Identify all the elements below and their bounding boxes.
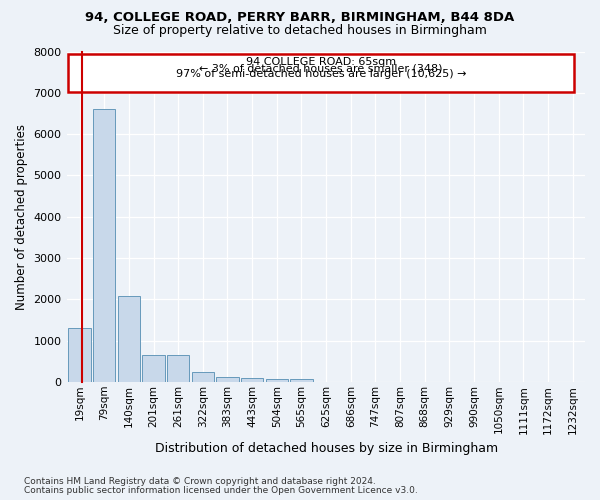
Bar	[266, 379, 288, 382]
Bar	[68, 328, 91, 382]
Bar	[118, 296, 140, 382]
X-axis label: Distribution of detached houses by size in Birmingham: Distribution of detached houses by size …	[155, 442, 497, 455]
Bar	[93, 110, 115, 382]
Bar	[142, 356, 164, 382]
Bar	[290, 379, 313, 382]
Text: 94, COLLEGE ROAD, PERRY BARR, BIRMINGHAM, B44 8DA: 94, COLLEGE ROAD, PERRY BARR, BIRMINGHAM…	[85, 11, 515, 24]
Text: ← 3% of detached houses are smaller (348): ← 3% of detached houses are smaller (348…	[199, 63, 443, 73]
Text: Contains HM Land Registry data © Crown copyright and database right 2024.: Contains HM Land Registry data © Crown c…	[24, 477, 376, 486]
Text: 97% of semi-detached houses are larger (10,625) →: 97% of semi-detached houses are larger (…	[176, 69, 466, 79]
Y-axis label: Number of detached properties: Number of detached properties	[15, 124, 28, 310]
Text: 94 COLLEGE ROAD: 65sqm: 94 COLLEGE ROAD: 65sqm	[246, 57, 396, 67]
FancyBboxPatch shape	[68, 54, 574, 92]
Text: Contains public sector information licensed under the Open Government Licence v3: Contains public sector information licen…	[24, 486, 418, 495]
Bar	[167, 356, 189, 382]
Text: Size of property relative to detached houses in Birmingham: Size of property relative to detached ho…	[113, 24, 487, 37]
Bar	[192, 372, 214, 382]
Bar	[217, 377, 239, 382]
Bar	[241, 378, 263, 382]
